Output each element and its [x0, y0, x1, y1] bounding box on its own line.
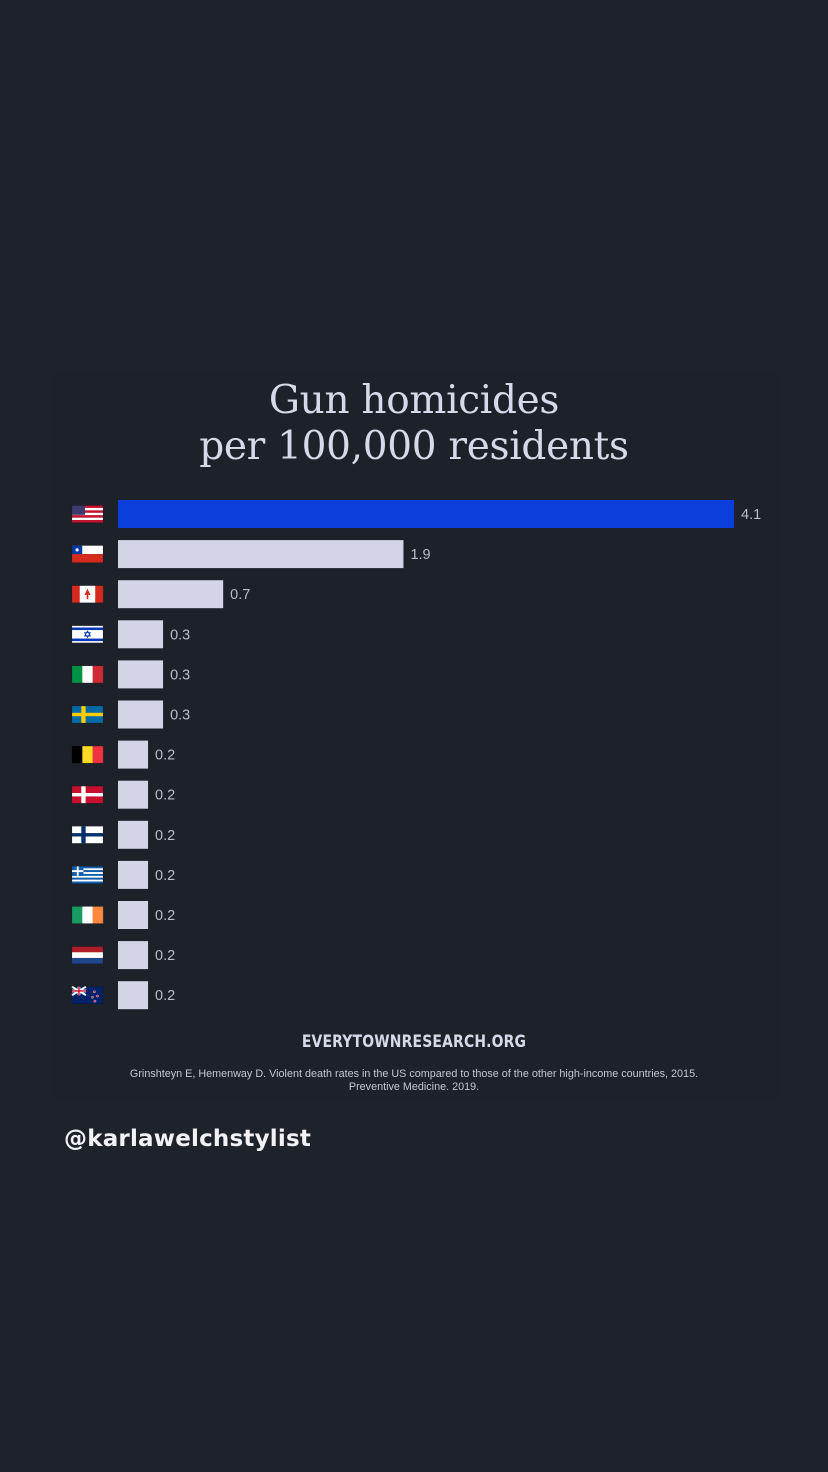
- chart-title-line-1: Gun homicides: [268, 378, 560, 423]
- citation-line-1: Grinshteyn E, Hemenway D. Violent death …: [129, 1068, 699, 1080]
- instagram-handle[interactable]: @karlawelchstylist: [64, 1126, 312, 1152]
- chart-card: [50, 370, 778, 1102]
- citation-line-2: Preventive Medicine. 2019.: [348, 1081, 480, 1093]
- source-site: EVERYTOWNRESEARCH.ORG: [301, 1032, 527, 1052]
- citation: Grinshteyn E, Hemenway D. Violent death …: [0, 1068, 828, 1094]
- chart-title: Gun homicides per 100,000 residents: [0, 378, 828, 470]
- chart-title-line-2: per 100,000 residents: [199, 424, 629, 469]
